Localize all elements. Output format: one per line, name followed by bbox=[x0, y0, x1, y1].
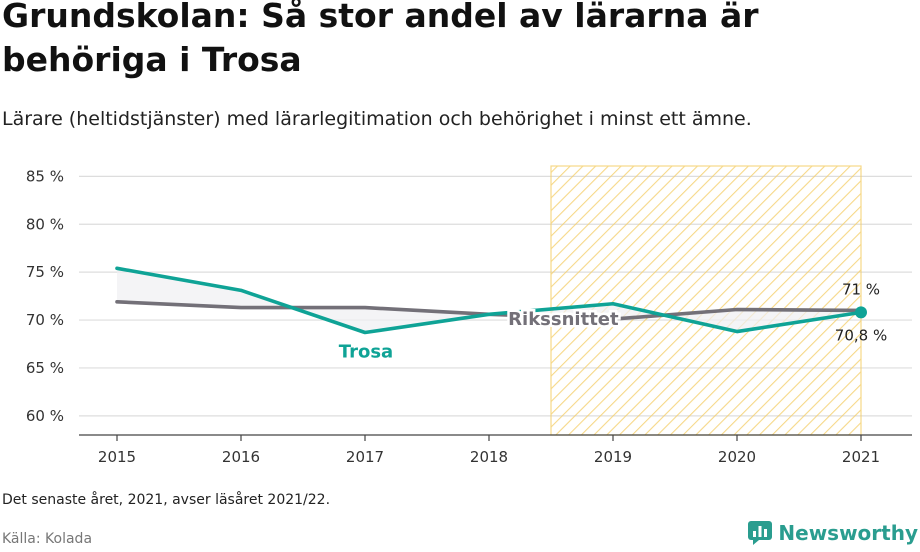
trosa-end-value: 70,8 % bbox=[835, 326, 887, 344]
highlight-region bbox=[550, 165, 862, 436]
y-tick-label: 70 % bbox=[26, 311, 64, 329]
trosa-line bbox=[115, 266, 863, 335]
highlight-band bbox=[550, 165, 862, 436]
y-tick-label: 65 % bbox=[26, 359, 64, 377]
x-tick-label: 2018 bbox=[470, 448, 508, 466]
trosa-endpoint-marker bbox=[855, 306, 867, 319]
y-tick-label: 60 % bbox=[26, 407, 64, 425]
y-tick-label: 85 % bbox=[26, 167, 64, 185]
grid-lines: 60 % 65 % 70 % 75 % 80 % 85 % bbox=[26, 167, 912, 425]
data-labels: Trosa Rikssnittet 71 % 70,8 % bbox=[336, 280, 887, 365]
x-tick-label: 2016 bbox=[222, 448, 260, 466]
rikssnittet-end-value: 71 % bbox=[842, 280, 880, 298]
x-axis: 2015 2016 2017 2018 2019 2020 2021 bbox=[79, 434, 912, 466]
brand-name: Newsworthy bbox=[778, 521, 918, 545]
trosa-series-label: Trosa bbox=[339, 342, 393, 363]
x-tick-label: 2021 bbox=[842, 448, 880, 466]
series-lines bbox=[115, 266, 867, 335]
rikssnittet-series-label: Rikssnittet bbox=[508, 309, 619, 330]
source-label: Källa: Kolada bbox=[2, 531, 93, 547]
y-tick-label: 75 % bbox=[26, 263, 64, 281]
line-chart: 60 %65 %70 %75 %80 %85 % 2015 2016 2017 201… bbox=[26, 165, 912, 466]
x-tick-label: 2019 bbox=[594, 448, 632, 466]
x-tick-label: 2015 bbox=[98, 448, 136, 466]
brand-logo: Newsworthy bbox=[747, 520, 918, 546]
chart-title: Grundskolan: Så stor andel av lärarna är… bbox=[2, 0, 759, 79]
y-tick-label: 80 % bbox=[26, 215, 64, 233]
chart-subtitle: Lärare (heltidstjänster) med lärarlegiti… bbox=[2, 108, 752, 130]
x-tick-label: 2017 bbox=[346, 448, 384, 466]
newsworthy-logo-icon bbox=[748, 521, 773, 545]
footnote: Det senaste året, 2021, avser läsåret 20… bbox=[2, 492, 331, 508]
x-tick-label: 2020 bbox=[718, 448, 756, 466]
